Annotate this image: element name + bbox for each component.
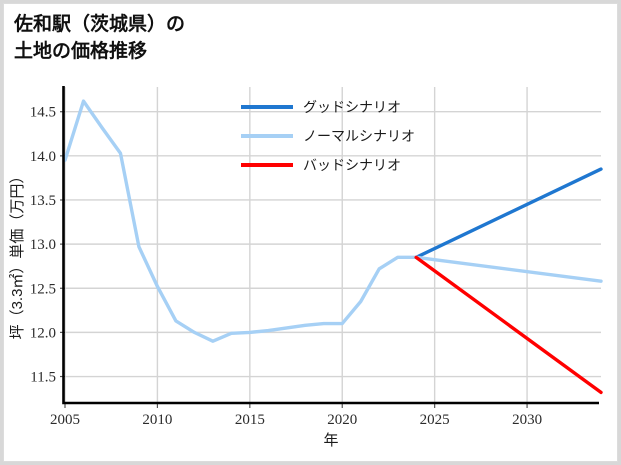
series-line [414,167,603,260]
legend-label: ノーマルシナリオ [303,128,415,144]
x-tick-label: 2025 [420,412,450,428]
x-tick-label: 2020 [327,412,357,428]
gridlines-group [64,87,601,403]
legend-label: グッドシナリオ [303,99,401,115]
series-line [63,99,603,343]
y-tick-label: 14.5 [30,105,56,121]
y-tick-label: 13.0 [30,237,56,253]
y-tick-label: 14.0 [30,149,56,165]
y-tick-label: 13.5 [30,193,56,209]
x-tick-label: 2005 [50,412,80,428]
y-tick-label: 11.5 [30,370,56,386]
page-title: 佐和駅（茨城県）の 土地の価格推移 [14,11,185,65]
chart-figure: 佐和駅（茨城県）の 土地の価格推移 11.5 12.0 12.5 13.0 13.5 14… [3,3,618,462]
series-group [63,99,603,395]
x-axis-title: 年 [323,432,338,449]
x-tick-label: 2015 [235,412,265,428]
title-line-1: 佐和駅（茨城県）の [14,14,186,35]
axis-spines [62,86,599,405]
x-tick-label: 2010 [142,412,172,428]
x-tick-label: 2030 [512,412,542,428]
y-axis-tick-labels: 11.5 12.0 12.5 13.0 13.5 14.0 14.5 [30,105,56,386]
y-tick-label: 12.5 [30,281,56,297]
series-line [414,255,603,395]
y-axis-title: 坪（3.3㎡）単価（万円） [9,169,26,340]
legend-label: バッドシナリオ [303,157,401,173]
line-chart-plot: 11.5 12.0 12.5 13.0 13.5 14.0 14.5 2005 2010 201… [9,86,603,449]
title-line-2: 土地の価格推移 [14,41,148,62]
x-axis-tick-labels: 2005 2010 2015 2020 2025 2030 [50,412,542,428]
y-tick-label: 12.0 [30,325,56,341]
